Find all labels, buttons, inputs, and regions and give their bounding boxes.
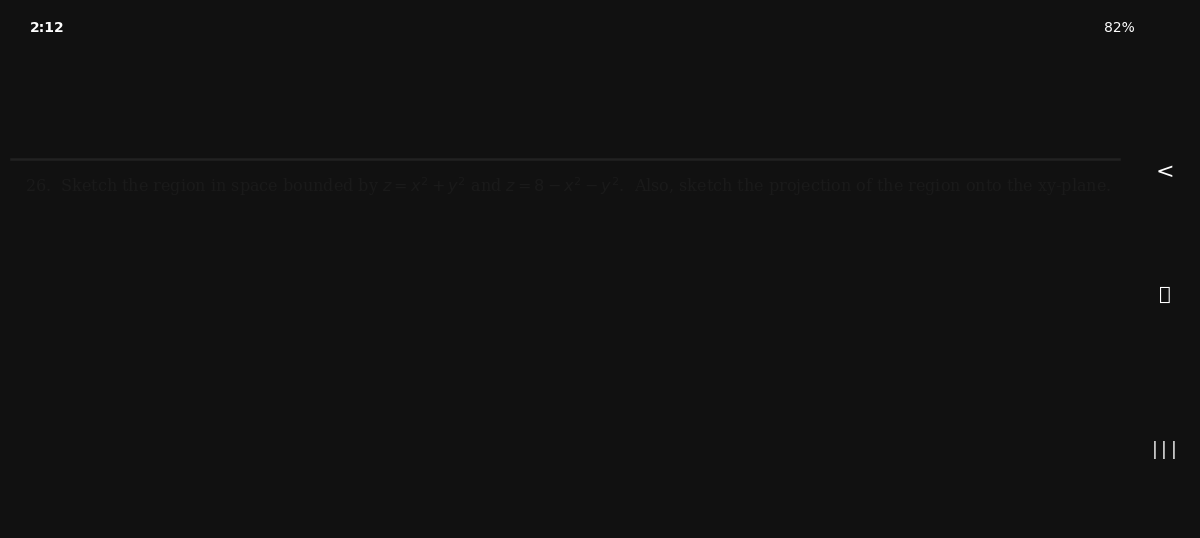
Text: 82%: 82% xyxy=(1104,20,1135,34)
Text: ⬭: ⬭ xyxy=(1159,285,1171,303)
Text: <: < xyxy=(1156,162,1175,182)
Text: 2:12: 2:12 xyxy=(30,20,65,34)
Text: |||: ||| xyxy=(1150,441,1180,459)
Text: 26.  Sketch the region in space bounded by $z = x^2 + y^2$ and $z = 8 - x^2 - y^: 26. Sketch the region in space bounded b… xyxy=(25,175,1111,198)
